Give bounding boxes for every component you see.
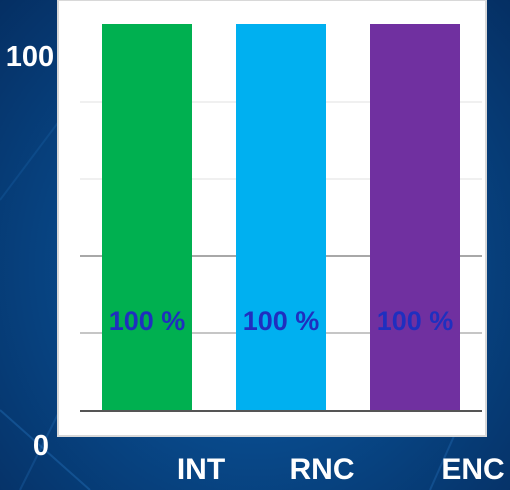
bar-rnc <box>236 24 326 411</box>
x-tick-labels: INT RNC ENC <box>177 453 505 486</box>
x-tick-label: INT <box>177 453 225 486</box>
data-labels: 100 % 100 % 100 % <box>109 306 454 336</box>
data-label: 100 % <box>243 306 320 336</box>
data-label: 100 % <box>109 306 186 336</box>
y-tick-labels: 0 100 <box>6 41 54 462</box>
bars <box>102 24 460 411</box>
y-tick-label: 100 <box>6 41 54 73</box>
bar-int <box>102 24 192 411</box>
x-tick-label: ENC <box>441 453 504 486</box>
x-tick-label: RNC <box>290 453 355 486</box>
bar-enc <box>370 24 460 411</box>
y-tick-label: 0 <box>33 430 49 462</box>
data-label: 100 % <box>377 306 454 336</box>
